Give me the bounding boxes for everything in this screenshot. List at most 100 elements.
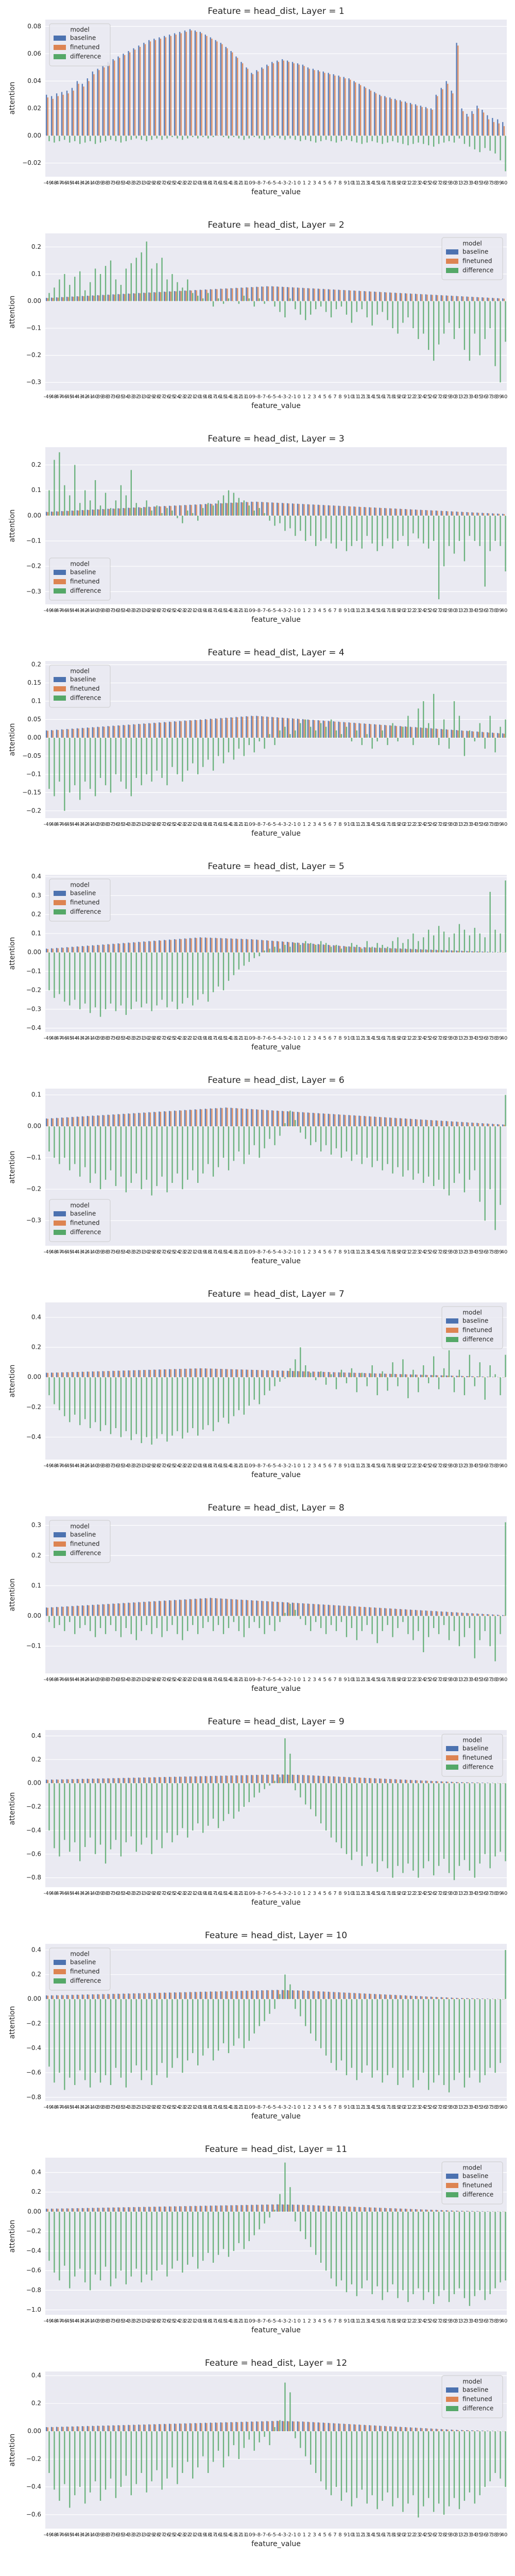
difference-bar: [166, 737, 168, 786]
difference-bar: [217, 2211, 219, 2255]
baseline-bar: [76, 1605, 78, 1616]
x-tick-label: -43: [75, 1677, 83, 1683]
baseline-bar: [348, 2206, 350, 2212]
finetuned-bar: [154, 941, 157, 953]
x-tick-label: -15: [218, 2532, 226, 2538]
baseline-bar: [189, 1992, 191, 1999]
x-tick-label: 31: [455, 608, 461, 614]
x-tick-label: 33: [465, 2105, 472, 2110]
baseline-bar: [451, 730, 452, 738]
baseline-bar: [328, 944, 329, 953]
baseline-bar: [71, 1779, 73, 1784]
difference-bar: [340, 1999, 342, 2061]
baseline-bar: [409, 1780, 411, 1784]
finetuned-bar: [432, 1996, 433, 1999]
difference-bar: [151, 2211, 152, 2281]
finetuned-bar: [129, 1113, 131, 1127]
x-tick-label: -20: [193, 2532, 201, 2538]
x-tick-label: 18: [388, 608, 395, 614]
difference-bar: [228, 2211, 230, 2257]
difference-bar: [433, 301, 435, 361]
baseline-bar: [456, 511, 457, 516]
difference-bar: [413, 2431, 414, 2496]
difference-bar: [146, 2431, 147, 2493]
difference-bar: [146, 1783, 147, 1838]
baseline-bar: [404, 726, 406, 738]
baseline-bar: [384, 508, 386, 516]
finetuned-bar: [457, 2430, 459, 2432]
x-tick-label: 27: [434, 180, 441, 186]
x-tick-label: -5: [271, 822, 276, 827]
x-tick-label: 12: [357, 2105, 364, 2110]
x-tick-label: -49: [44, 1677, 52, 1683]
x-tick-label: -40: [90, 394, 98, 400]
finetuned-bar: [252, 939, 254, 953]
y-tick-label: 0.2: [31, 243, 41, 250]
baseline-bar: [56, 297, 58, 301]
finetuned-bar: [421, 107, 423, 136]
difference-bar: [464, 135, 466, 144]
x-tick-label: 19: [393, 2532, 400, 2538]
difference-bar: [94, 2431, 96, 2482]
baseline-bar: [343, 290, 345, 301]
difference-bar: [217, 1377, 219, 1422]
difference-bar: [120, 1783, 122, 1857]
finetuned-bar: [201, 2206, 202, 2212]
x-tick-label: -33: [126, 2318, 134, 2324]
baseline-bar: [471, 1376, 473, 1378]
x-tick-label: -19: [197, 2318, 205, 2324]
finetuned-bar: [396, 1374, 397, 1378]
difference-bar: [325, 1783, 327, 1831]
x-tick-label: 10: [347, 394, 354, 400]
baseline-bar: [189, 1599, 191, 1616]
finetuned-bar: [93, 2208, 95, 2212]
baseline-bar: [230, 938, 232, 953]
difference-bar: [166, 1783, 168, 1833]
baseline-bar: [241, 716, 242, 738]
difference-bar: [295, 135, 296, 140]
baseline-bar: [143, 2207, 145, 2212]
baseline-bar: [445, 2429, 447, 2432]
difference-bar: [217, 1999, 219, 2051]
difference-bar: [474, 1999, 475, 2071]
baseline-bar: [476, 2211, 478, 2212]
x-tick-label: -4: [276, 180, 281, 186]
finetuned-bar: [298, 1990, 300, 1999]
finetuned-bar: [149, 293, 151, 301]
finetuned-bar: [196, 2423, 197, 2432]
finetuned-bar: [73, 1117, 74, 1127]
finetuned-bar: [242, 502, 244, 516]
legend-swatch-baseline: [446, 2387, 458, 2393]
difference-bar: [130, 737, 132, 796]
finetuned-bar: [57, 1995, 59, 1999]
x-tick-label: 13: [363, 2532, 369, 2538]
x-tick-label: 5: [323, 1249, 326, 1255]
difference-bar: [305, 1616, 306, 1625]
baseline-bar: [435, 1611, 437, 1616]
finetuned-bar: [288, 2421, 289, 2432]
difference-bar: [274, 301, 276, 307]
difference-bar: [207, 952, 209, 1002]
finetuned-bar: [98, 2426, 100, 2432]
baseline-bar: [215, 40, 216, 136]
baseline-bar: [440, 2210, 442, 2212]
baseline-bar: [81, 1778, 83, 1784]
x-tick-label: 17: [383, 180, 390, 186]
finetuned-bar: [109, 1778, 110, 1784]
x-tick-label: 3: [313, 1463, 316, 1469]
finetuned-bar: [139, 1777, 141, 1784]
difference-bar: [397, 2211, 399, 2298]
x-tick-label: 1: [303, 608, 306, 614]
baseline-bar: [286, 1602, 288, 1616]
finetuned-bar: [483, 112, 485, 136]
legend-swatch-finetuned: [54, 686, 66, 691]
baseline-bar: [328, 73, 329, 136]
baseline-bar: [61, 1117, 63, 1127]
finetuned-bar: [227, 48, 228, 136]
difference-bar: [402, 2211, 404, 2291]
x-tick-label: -29: [146, 180, 154, 186]
finetuned-bar: [262, 1601, 264, 1616]
difference-bar: [397, 1783, 399, 1866]
difference-bar: [146, 952, 147, 1004]
x-tick-label: 23: [414, 1677, 420, 1683]
